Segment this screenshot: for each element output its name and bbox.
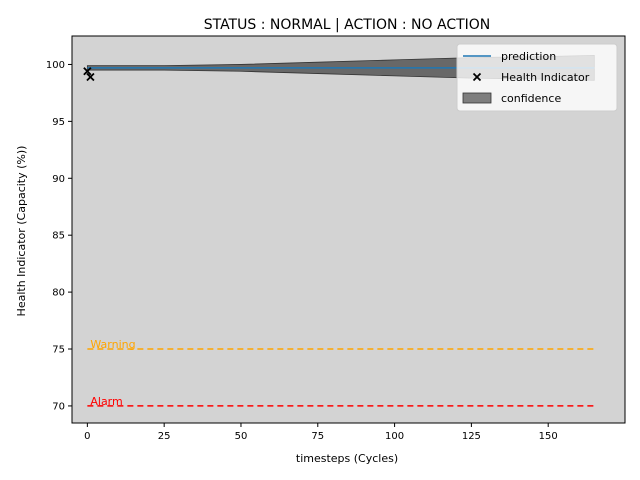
alarm-threshold-label: Alarm <box>90 395 122 408</box>
plot-frame <box>71 35 626 424</box>
y-tick-label: 95 <box>52 117 65 128</box>
legend-health-indicator-swatch <box>472 72 482 82</box>
y-tick-label: 85 <box>52 231 65 242</box>
chart-title: STATUS : NORMAL | ACTION : NO ACTION <box>204 17 491 33</box>
x-axis-label: timesteps (Cycles) <box>296 452 398 465</box>
y-tick-label: 70 <box>52 401 65 412</box>
x-axis: 0 25 50 75 100 125 150 <box>84 423 558 442</box>
x-tick-label: 125 <box>462 431 481 442</box>
legend-confidence-label: confidence <box>501 92 561 105</box>
x-tick-label: 100 <box>385 431 404 442</box>
y-axis: 70 75 80 85 90 95 100 <box>46 60 72 412</box>
y-tick-label: 90 <box>52 174 65 185</box>
y-tick-label: 80 <box>52 288 65 299</box>
legend-confidence-swatch <box>462 92 492 104</box>
health-indicator-point <box>86 72 95 82</box>
x-tick-label: 25 <box>158 431 171 442</box>
warning-threshold-label: Warning <box>90 338 135 351</box>
y-axis-label: Health Indicator (Capacity (%)) <box>15 146 28 317</box>
x-tick-label: 0 <box>84 431 90 442</box>
health-indicator-point <box>83 67 92 76</box>
legend-health-indicator-label: Health Indicator <box>501 71 590 84</box>
y-tick-label: 100 <box>46 60 65 71</box>
legend-prediction-label: prediction <box>501 50 556 63</box>
x-tick-label: 50 <box>235 431 248 442</box>
legend-box <box>456 43 618 112</box>
x-tick-label: 75 <box>311 431 324 442</box>
y-tick-label: 75 <box>52 345 65 356</box>
legend: prediction Health Indicator confidence <box>456 43 618 112</box>
x-tick-label: 150 <box>539 431 558 442</box>
